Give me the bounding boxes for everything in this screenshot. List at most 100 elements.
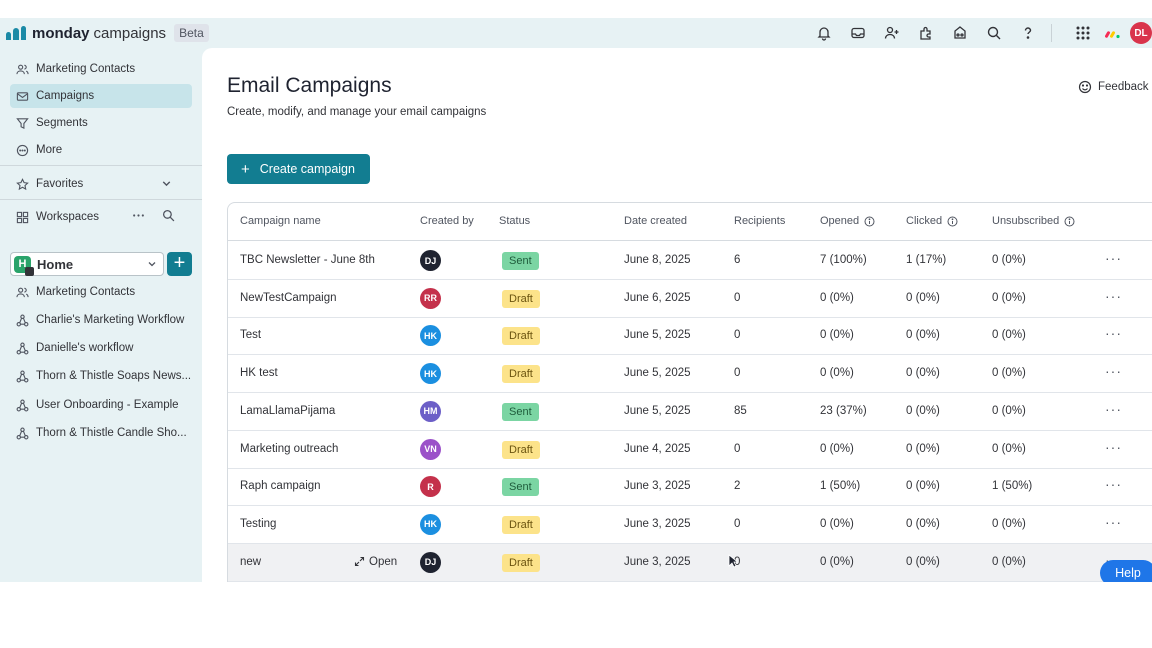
chevron-down-icon (162, 181, 171, 187)
row-more-options-icon[interactable]: ··· (1105, 400, 1122, 417)
campaign-name-cell[interactable]: NewTestCampaign (240, 291, 337, 304)
status-badge: Sent (502, 252, 539, 270)
create-campaign-button[interactable]: + Create campaign (227, 154, 370, 184)
sidebar-item-label: Marketing Contacts (36, 63, 136, 75)
integrations-icon[interactable] (943, 18, 977, 48)
unsubscribed-cell: 0 (0%) (992, 517, 1026, 530)
table-row[interactable]: HK test HK Draft June 5, 2025 0 0 (0%) 0 (0%) 0… (228, 355, 1152, 394)
beta-badge: Beta (174, 24, 209, 42)
search-icon[interactable] (977, 18, 1011, 48)
chevron-down-icon (148, 262, 156, 267)
table-row[interactable]: Marketing outreach VN Draft June 4, 2025 0 0 … (228, 431, 1152, 469)
bell-icon[interactable] (807, 18, 841, 48)
campaign-name-cell[interactable]: Marketing outreach (240, 442, 339, 455)
unsubscribed-cell: 0 (0%) (992, 555, 1026, 568)
row-more-options-icon[interactable]: ··· (1105, 513, 1122, 530)
column-header-date-created[interactable]: Date created (624, 215, 687, 227)
campaign-name-cell[interactable]: Testing (240, 517, 277, 530)
row-more-options-icon[interactable]: ··· (1105, 438, 1122, 455)
feedback-button[interactable]: Feedback (1078, 80, 1149, 94)
status-badge: Draft (502, 440, 540, 459)
campaign-name-cell[interactable]: HK test (240, 367, 278, 380)
workflow-icon (16, 342, 29, 354)
table-row[interactable]: TBC Newsletter - June 8th DJ Sent June 8, 2… (228, 242, 1152, 280)
recipients-cell: 0 (734, 517, 741, 530)
status-badge: Sent (502, 478, 539, 497)
column-header-campaign-name[interactable]: Campaign name (240, 215, 321, 227)
date-created-cell: June 5, 2025 (624, 329, 691, 342)
column-header-recipients[interactable]: Recipients (734, 215, 786, 227)
campaign-name-cell[interactable]: Raph campaign (240, 480, 321, 493)
inbox-icon[interactable] (841, 18, 875, 48)
sidebar-item-segments[interactable]: Segments (10, 111, 192, 135)
add-item-button[interactable]: + (167, 252, 192, 276)
column-header-created-by[interactable]: Created by (420, 215, 474, 227)
monday-campaigns-logo-icon (6, 26, 26, 40)
sidebar-divider (0, 199, 202, 200)
column-header-status[interactable]: Status (499, 215, 531, 227)
favorites-toggle[interactable]: Favorites (10, 172, 192, 196)
creator-avatar[interactable]: HM (420, 400, 441, 422)
create-campaign-label: Create campaign (259, 162, 355, 176)
campaign-name-cell[interactable]: TBC Newsletter - June 8th (240, 254, 375, 266)
table-row[interactable]: LamaLlamaPijama HM Sent June 5, 2025 85 23 (3… (228, 393, 1152, 431)
creator-avatar[interactable]: RR (420, 287, 441, 309)
creator-avatar[interactable]: DJ (420, 551, 441, 573)
grid-icon[interactable] (1066, 18, 1100, 48)
sidebar-item-label: Charlie's Marketing Workflow (36, 314, 185, 326)
plus-icon: + (241, 160, 250, 178)
column-header-clicked[interactable]: Clicked (906, 215, 958, 227)
sidebar-item-board[interactable]: Danielle's workflow (10, 336, 192, 360)
table-row[interactable]: NewTestCampaign RR Draft June 6, 2025 0 0 (0%… (228, 280, 1152, 318)
date-created-cell: June 5, 2025 (624, 404, 691, 417)
brand[interactable]: monday campaigns Beta (6, 24, 209, 42)
creator-avatar[interactable]: DJ (420, 250, 441, 271)
info-icon[interactable] (1064, 216, 1075, 227)
row-more-options-icon[interactable]: ··· (1105, 287, 1122, 304)
campaign-name-cell[interactable]: new (240, 555, 262, 568)
sidebar-divider (0, 165, 202, 166)
sidebar-item-board[interactable]: User Onboarding - Example (10, 393, 192, 417)
row-more-options-icon[interactable]: ··· (1105, 250, 1122, 266)
sidebar-item-board[interactable]: Charlie's Marketing Workflow (10, 308, 192, 332)
creator-avatar[interactable]: HK (420, 325, 441, 347)
sidebar-item-campaigns[interactable]: Campaigns (10, 84, 192, 108)
clicked-cell: 0 (0%) (906, 480, 940, 493)
campaign-name-cell[interactable]: LamaLlamaPijama (240, 404, 336, 417)
table-row[interactable]: Raph campaign R Sent June 3, 2025 2 1 (50%) 0 … (228, 468, 1152, 507)
creator-avatar[interactable]: HK (420, 513, 441, 535)
table-row[interactable]: Test HK Draft June 5, 2025 0 0 (0%) 0 (0%) 0 (0… (228, 317, 1152, 356)
sidebar-item-board[interactable]: Thorn & Thistle Soaps News... (10, 364, 192, 388)
info-icon[interactable] (864, 216, 875, 227)
column-header-unsubscribed[interactable]: Unsubscribed (992, 215, 1075, 227)
campaign-name-cell[interactable]: Test (240, 329, 262, 342)
home-icon (25, 266, 34, 276)
monday-logo-icon (1100, 18, 1126, 48)
sidebar-item-board[interactable]: Marketing Contacts (10, 280, 192, 304)
search-icon[interactable] (162, 209, 175, 222)
sidebar-item-board[interactable]: Thorn & Thistle Candle Sho... (10, 421, 192, 445)
more-options-icon[interactable] (132, 209, 145, 222)
column-header-opened[interactable]: Opened (820, 215, 875, 227)
apps-icon[interactable] (909, 18, 943, 48)
invite-members-icon[interactable] (875, 18, 909, 48)
contacts-icon (16, 287, 29, 297)
creator-avatar[interactable]: HK (420, 363, 441, 385)
help-icon[interactable] (1011, 18, 1045, 48)
row-more-options-icon[interactable]: ··· (1105, 476, 1122, 493)
sidebar-item-marketing-contacts[interactable]: Marketing Contacts (10, 57, 192, 81)
app-window: monday campaigns Beta (0, 18, 1152, 582)
row-more-options-icon[interactable]: ··· (1105, 325, 1122, 342)
sidebar-item-more[interactable]: More (10, 138, 192, 162)
workspace-selector[interactable]: H Home (10, 252, 164, 276)
table-row[interactable]: Testing HK Draft June 3, 2025 0 0 (0%) 0 (0%) 0… (228, 506, 1152, 544)
help-button[interactable]: Help (1100, 560, 1152, 582)
info-icon[interactable] (947, 216, 958, 227)
workflow-icon (16, 399, 29, 411)
creator-avatar[interactable]: VN (420, 438, 441, 460)
user-avatar[interactable]: DL (1130, 22, 1152, 44)
creator-avatar[interactable]: R (420, 476, 441, 498)
row-more-options-icon[interactable]: ··· (1105, 363, 1122, 380)
open-campaign-link[interactable]: Open (354, 556, 397, 568)
